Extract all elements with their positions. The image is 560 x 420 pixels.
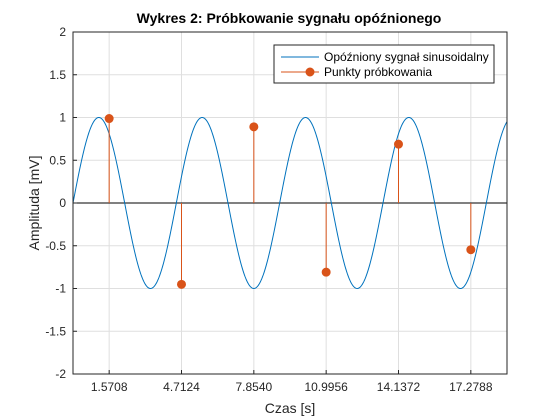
legend-label-signal: Opóźniony sygnał sinusoidalny — [324, 50, 489, 64]
x-axis-title: Czas [s] — [265, 400, 316, 416]
signal-line — [72, 117, 508, 290]
x-tick-label: 7.8540 — [235, 380, 272, 394]
sample-marker — [466, 245, 476, 255]
y-axis-title: Amplituda [mV] — [26, 156, 42, 251]
series-layer — [72, 114, 508, 290]
chart-title: Wykres 2: Próbkowanie sygnału opóźnioneg… — [137, 10, 442, 26]
x-tick-label: 4.7124 — [163, 380, 200, 394]
y-tick-label: -2 — [55, 367, 66, 381]
y-tick-label: 1.5 — [49, 68, 66, 82]
sample-marker — [249, 122, 259, 132]
y-tick-label: -1 — [55, 282, 66, 296]
axes: 1.5708 4.7124 7.8540 10.9956 14.1372 17.2788 -… — [45, 25, 493, 394]
sample-marker — [176, 279, 186, 289]
y-tick-label: 0.5 — [49, 153, 66, 167]
y-tick-label: 2 — [59, 25, 66, 39]
y-tick-label: -0.5 — [45, 239, 66, 253]
sample-marker — [104, 114, 114, 124]
legend-stem-marker — [305, 67, 315, 77]
legend: Opóźniony sygnał sinusoidalny Punkty pró… — [273, 44, 495, 84]
sample-marker — [321, 267, 331, 277]
sample-marker — [393, 139, 403, 149]
legend-label-samples: Punkty próbkowania — [324, 65, 432, 79]
x-tick-label: 10.9956 — [304, 380, 348, 394]
legend-box — [273, 44, 495, 84]
x-tick-label: 14.1372 — [377, 380, 421, 394]
y-tick-label: 1 — [59, 111, 66, 125]
x-tick-label: 17.2788 — [449, 380, 493, 394]
x-tick-label: 1.5708 — [91, 380, 128, 394]
y-tick-label: -1.5 — [45, 324, 66, 338]
y-tick-label: 0 — [59, 196, 66, 210]
